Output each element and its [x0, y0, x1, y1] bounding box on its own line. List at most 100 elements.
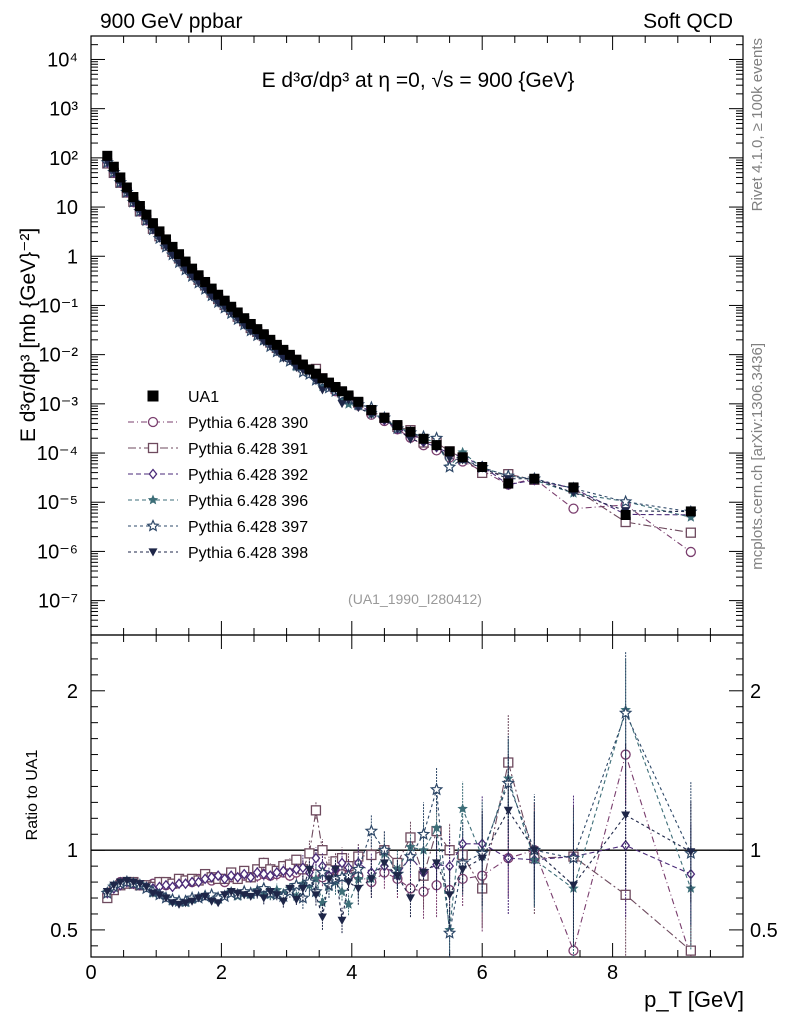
- series-point-ratio: [259, 894, 269, 903]
- series-point-ratio: [416, 827, 431, 840]
- data-point: [154, 226, 165, 237]
- series-line-main: [106, 162, 691, 513]
- data-point: [187, 263, 198, 274]
- series-point-ratio: [379, 859, 389, 868]
- series-point-ratio: [621, 811, 631, 820]
- series-point-main: [337, 400, 347, 409]
- series-point-ratio: [289, 878, 304, 891]
- series-point-ratio: [207, 897, 217, 906]
- series-point-ratio: [233, 889, 243, 898]
- series-point-ratio: [311, 852, 321, 864]
- legend-marker: [147, 494, 159, 505]
- series-point-ratio: [503, 806, 513, 815]
- series-point-ratio: [148, 889, 158, 898]
- data-point: [323, 377, 334, 388]
- series-point-ratio: [403, 849, 418, 863]
- series-point-ratio: [200, 892, 210, 901]
- data-point: [271, 339, 282, 350]
- series-point-ratio: [618, 706, 633, 719]
- x-tick-label: 2: [216, 962, 227, 984]
- data-point: [379, 412, 390, 423]
- y-tick-label: 10⁻⁶: [37, 541, 78, 563]
- series-point-ratio: [252, 866, 262, 879]
- header-left-label: 900 GeV ppbar: [100, 10, 242, 33]
- legend-label: Pythia 6.428 392: [188, 467, 308, 484]
- legend-marker: [147, 416, 159, 428]
- data-point: [353, 396, 364, 407]
- series-point-ratio: [432, 859, 442, 868]
- series-point-ratio: [337, 916, 347, 925]
- data-point: [134, 201, 145, 212]
- series-point-ratio: [278, 865, 288, 877]
- data-point: [477, 462, 488, 473]
- x-tick-label: 6: [477, 962, 488, 984]
- series-point-ratio: [304, 848, 315, 859]
- data-point: [317, 373, 328, 384]
- series-point-ratio: [174, 878, 184, 890]
- main-plot-area: 10⁴ 10³ 10² 10 1 10⁻¹ 10⁻² 10⁻³ 10⁻⁴ 10⁻⁵ 10⁻⁶ 10⁻⁷: [37, 35, 744, 957]
- legend-label: Pythia 6.428 396: [188, 493, 308, 510]
- data-point: [444, 446, 455, 457]
- data-point: [252, 324, 263, 335]
- data-point: [245, 318, 256, 329]
- ratio-tick-label: 1: [67, 840, 78, 862]
- series-point-ratio: [343, 898, 354, 909]
- series-point-ratio: [246, 871, 256, 883]
- x-axis-label: p_T [GeV]: [644, 987, 744, 1012]
- series-point-ratio: [135, 880, 145, 889]
- ratio-axis-label: Ratio to UA1: [24, 750, 41, 841]
- series-point-main: [685, 546, 696, 558]
- ratio-tick-label: 2: [67, 681, 78, 703]
- data-point: [102, 150, 113, 161]
- series-point-ratio: [445, 891, 455, 900]
- chart-title: E d³σ/dp³ at η =0, √s = 900 {GeV}: [262, 69, 575, 92]
- series-point-ratio: [239, 891, 249, 900]
- series-point-ratio: [392, 872, 402, 881]
- data-point: [457, 452, 468, 463]
- data-point: [141, 209, 152, 220]
- series-point-ratio: [457, 803, 468, 814]
- data-point: [174, 249, 185, 260]
- series-point-ratio: [174, 900, 184, 909]
- series-point-ratio: [364, 824, 379, 837]
- analysis-id-label: (UA1_1990_I280412): [348, 591, 482, 607]
- series-point-ratio: [298, 884, 308, 893]
- series-point-ratio: [324, 875, 334, 884]
- x-tick-label: 8: [607, 962, 618, 984]
- series-point-ratio: [102, 888, 112, 897]
- series-point-main: [405, 435, 415, 444]
- series-point-ratio: [187, 876, 197, 888]
- series-point-ratio: [285, 884, 295, 893]
- series-point-ratio: [304, 865, 314, 874]
- y-axis-label: E d³σ/dp³ [mb {GeV}⁻²]: [17, 228, 40, 442]
- series-point-ratio: [344, 878, 354, 887]
- series-point-ratio: [161, 879, 171, 891]
- mcplots-reference-label: mcplots.cern.ch [arXiv:1306.3436]: [749, 343, 766, 570]
- series-line-ratio: [106, 762, 692, 952]
- data-point: [278, 344, 289, 355]
- data-point: [193, 270, 204, 281]
- series-point-ratio: [317, 913, 327, 922]
- series-point-ratio: [161, 894, 171, 903]
- data-point: [219, 295, 230, 306]
- legend-marker: [147, 442, 159, 454]
- series-point-main: [442, 460, 457, 473]
- series-line-main: [106, 161, 691, 518]
- y-tick-label: 10⁴: [47, 49, 78, 71]
- data-point: [503, 478, 514, 489]
- series-point-ratio: [431, 822, 442, 833]
- ratio-tick-label: 1: [750, 840, 761, 862]
- series-point-ratio: [220, 891, 230, 900]
- series-point-ratio: [442, 926, 457, 939]
- series-point-ratio: [252, 889, 262, 898]
- y-tick-label: 10⁻¹: [39, 295, 79, 317]
- legend-marker: [148, 468, 158, 480]
- data-point: [239, 313, 250, 324]
- series-point-ratio: [337, 857, 347, 869]
- ratio-tick-label: 0.5: [50, 920, 78, 942]
- series-point-ratio: [187, 897, 197, 906]
- series-line-main: [106, 162, 691, 516]
- y-tick-label: 10⁻⁷: [38, 591, 78, 613]
- legend-label: Pythia 6.428 398: [188, 545, 308, 562]
